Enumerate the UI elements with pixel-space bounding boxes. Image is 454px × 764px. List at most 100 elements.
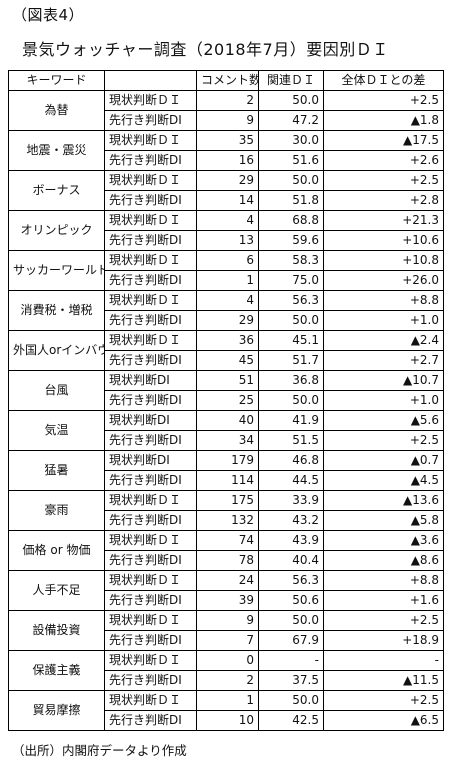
di-value-cell: 51.6 xyxy=(258,150,324,171)
comment-count-cell: 179 xyxy=(196,450,259,471)
comment-count-cell: 9 xyxy=(196,610,259,631)
table-row: 価格 or 物価 現状判断ＤＩ 74 43.9 ▲3.6 xyxy=(8,530,444,571)
comment-count-cell: 114 xyxy=(196,470,259,491)
di-diff-cell: ▲6.5 xyxy=(323,710,444,731)
keyword-cell: 価格 or 物価 xyxy=(8,530,105,571)
judgment-type-cell: 先行き判断DI xyxy=(104,630,197,651)
keyword-cell: ボーナス xyxy=(8,170,105,211)
judgment-type-cell: 先行き判断DI xyxy=(104,350,197,371)
judgment-type-cell: 現状判断ＤＩ xyxy=(104,90,197,111)
header-row: キーワード コメント数 関連ＤＩ 全体ＤＩとの差 xyxy=(8,70,444,91)
di-diff-cell: +10.8 xyxy=(323,250,444,271)
comment-count-cell: 1 xyxy=(196,690,259,711)
comment-count-cell: 2 xyxy=(196,90,259,111)
table-row: ボーナス 現状判断ＤＩ 29 50.0 +2.5 xyxy=(8,170,444,211)
di-diff-cell: ▲0.7 xyxy=(323,450,444,471)
table-row: 台風 現状判断DI 51 36.8 ▲10.7 xyxy=(8,370,444,411)
comment-count-cell: 4 xyxy=(196,290,259,311)
comment-count-cell: 13 xyxy=(196,230,259,251)
comment-count-cell: 36 xyxy=(196,330,259,351)
di-value-cell: 50.0 xyxy=(258,690,324,711)
judgment-type-cell: 先行き判断DI xyxy=(104,510,197,531)
table-row: 先行き判断DI 7 67.9 +18.9 xyxy=(9,630,444,651)
diff-header: 全体ＤＩとの差 xyxy=(323,70,444,91)
comment-count-cell: 132 xyxy=(196,510,259,531)
di-diff-cell: +2.5 xyxy=(323,430,444,451)
di-value-cell: 43.9 xyxy=(258,530,324,551)
di-value-cell: 42.5 xyxy=(258,710,324,731)
table-row: 地震・震災 現状判断ＤＩ 35 30.0 ▲17.5 xyxy=(8,130,444,171)
comment-count-cell: 35 xyxy=(196,130,259,151)
type-header xyxy=(104,70,197,91)
table-row: 為替 現状判断ＤＩ 2 50.0 +2.5 xyxy=(8,90,444,131)
comment-count-cell: 24 xyxy=(196,570,259,591)
table-row: 人手不足 現状判断ＤＩ 24 56.3 +8.8 xyxy=(8,570,444,611)
judgment-type-cell: 先行き判断DI xyxy=(104,470,197,491)
di-diff-cell: +1.0 xyxy=(323,390,444,411)
di-diff-cell: +1.6 xyxy=(323,590,444,611)
judgment-type-cell: 現状判断ＤＩ xyxy=(104,570,197,591)
judgment-type-cell: 現状判断ＤＩ xyxy=(104,650,197,671)
keyword-cell: 地震・震災 xyxy=(8,130,105,171)
di-diff-cell: ▲13.6 xyxy=(323,490,444,511)
keyword-cell: 外国人orインバウンド xyxy=(8,330,105,371)
di-diff-cell: ▲17.5 xyxy=(323,130,444,151)
di-value-cell: 67.9 xyxy=(258,630,324,651)
di-value-cell: 50.6 xyxy=(258,590,324,611)
di-value-cell: 30.0 xyxy=(258,130,324,151)
table-body: 為替 現状判断ＤＩ 2 50.0 +2.5 先行き判断DI 9 47.2 ▲1.8 地震・震災 現状… xyxy=(8,90,444,731)
di-diff-cell: +2.7 xyxy=(323,350,444,371)
di-value-cell: 51.5 xyxy=(258,430,324,451)
judgment-type-cell: 先行き判断DI xyxy=(104,270,197,291)
judgment-type-cell: 先行き判断DI xyxy=(104,150,197,171)
di-diff-cell: - xyxy=(323,650,444,671)
judgment-type-cell: 現状判断ＤＩ xyxy=(104,290,197,311)
keyword-cell: サッカーワールドカップ xyxy=(8,250,105,291)
judgment-type-cell: 現状判断DI xyxy=(104,450,197,471)
judgment-type-cell: 現状判断ＤＩ xyxy=(104,610,197,631)
di-value-cell: 50.0 xyxy=(258,310,324,331)
comment-count-cell: 78 xyxy=(196,550,259,571)
judgment-type-cell: 先行き判断DI xyxy=(104,390,197,411)
judgment-type-cell: 先行き判断DI xyxy=(104,310,197,331)
table-row: 設備投資 現状判断ＤＩ 9 50.0 +2.5 xyxy=(8,610,444,651)
di-diff-cell: +2.5 xyxy=(323,170,444,191)
di-diff-cell: ▲1.8 xyxy=(323,110,444,131)
figure-label: （図表4） xyxy=(12,6,85,24)
keyword-cell: 消費税・増税 xyxy=(8,290,105,331)
keyword-cell: 気温 xyxy=(8,410,105,451)
judgment-type-cell: 現状判断DI xyxy=(104,410,197,431)
keyword-cell: 豪雨 xyxy=(8,490,105,531)
table-row: 先行き判断DI 1 75.0 +26.0 xyxy=(9,270,444,291)
table-row: 先行き判断DI 10 42.5 ▲6.5 xyxy=(9,710,444,731)
source-note: （出所）内閣府データより作成 xyxy=(12,743,187,758)
table-row: 先行き判断DI 14 51.8 +2.8 xyxy=(9,190,444,211)
di-table: キーワード コメント数 関連ＤＩ 全体ＤＩとの差 為替 現状判断ＤＩ 2 50.0 +2… xyxy=(8,70,444,731)
comment-count-cell: 6 xyxy=(196,250,259,271)
di-value-cell: 33.9 xyxy=(258,490,324,511)
comment-count-cell: 1 xyxy=(196,270,259,291)
di-value-cell: 46.8 xyxy=(258,450,324,471)
judgment-type-cell: 先行き判断DI xyxy=(104,230,197,251)
table-row: 保護主義 現状判断ＤＩ 0- - xyxy=(8,650,444,691)
di-value-cell: 75.0 xyxy=(258,270,324,291)
di-diff-cell: +2.8 xyxy=(323,190,444,211)
table-row: 先行き判断DI 132 43.2 ▲5.8 xyxy=(9,510,444,531)
di-diff-cell: ▲11.5 xyxy=(323,670,444,691)
judgment-type-cell: 現状判断ＤＩ xyxy=(104,490,197,511)
table-row: 猛暑 現状判断DI 179 46.8 ▲0.7 xyxy=(8,450,444,491)
keyword-cell: 貿易摩擦 xyxy=(8,690,105,731)
di-value-cell: 68.8 xyxy=(258,210,324,231)
di-value-cell: 50.0 xyxy=(258,390,324,411)
di-value-cell: 45.1 xyxy=(258,330,324,351)
table-row: 先行き判断DI 29 50.0 +1.0 xyxy=(9,310,444,331)
table-row: 先行き判断DI 2 37.5 ▲11.5 xyxy=(9,670,444,691)
judgment-type-cell: 現状判断ＤＩ xyxy=(104,210,197,231)
judgment-type-cell: 現状判断ＤＩ xyxy=(104,250,197,271)
di-value-cell: 43.2 xyxy=(258,510,324,531)
table-row: 消費税・増税 現状判断ＤＩ 4 56.3 +8.8 xyxy=(8,290,444,331)
di-diff-cell: +2.6 xyxy=(323,150,444,171)
comment-count-cell: 2 xyxy=(196,670,259,691)
comment-count-cell: 45 xyxy=(196,350,259,371)
comment-count-cell: 29 xyxy=(196,170,259,191)
